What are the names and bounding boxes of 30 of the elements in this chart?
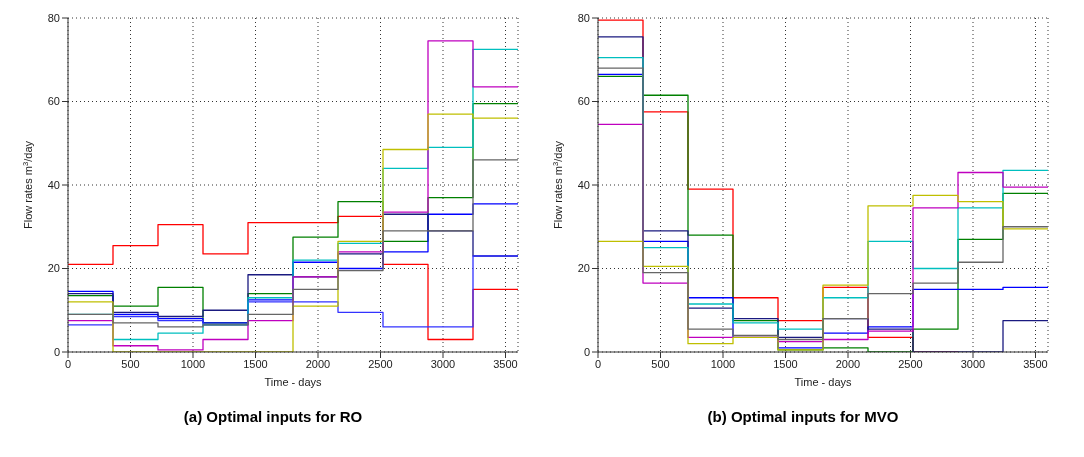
x-tick-label: 2500 bbox=[368, 357, 393, 370]
x-tick-label: 1500 bbox=[773, 357, 798, 370]
x-tick-label: 3500 bbox=[493, 357, 518, 370]
y-tick-label: 20 bbox=[577, 262, 590, 275]
y-tick-label: 20 bbox=[47, 262, 60, 275]
x-tick-label: 2000 bbox=[835, 357, 861, 370]
y-tick-label: 60 bbox=[47, 95, 60, 108]
y-tick-label: 60 bbox=[577, 95, 590, 108]
y-tick-label: 0 bbox=[53, 345, 60, 358]
x-tick-label: 2000 bbox=[305, 357, 331, 370]
y-tick-label: 40 bbox=[577, 178, 590, 191]
x-tick-label: 2500 bbox=[898, 357, 923, 370]
y-tick-label: 80 bbox=[47, 11, 60, 24]
x-axis-title: Time - days bbox=[794, 376, 853, 388]
y-tick-label: 0 bbox=[583, 345, 590, 358]
x-tick-label: 3000 bbox=[430, 357, 456, 370]
text: (b) Optimal inputs for MVO bbox=[706, 408, 900, 425]
x-tick-label: 1500 bbox=[243, 357, 268, 370]
x-tick-label: 500 bbox=[651, 357, 670, 370]
x-tick-label: 500 bbox=[121, 357, 140, 370]
x-tick-label: 0 bbox=[594, 357, 602, 370]
x-tick-label: 3500 bbox=[1023, 357, 1048, 370]
x-tick-label: 0 bbox=[64, 357, 72, 370]
x-tick-label: 1000 bbox=[710, 357, 736, 370]
x-tick-label: 3000 bbox=[960, 357, 986, 370]
y-tick-label: 80 bbox=[577, 11, 590, 24]
text: (a) Optimal inputs for RO bbox=[182, 408, 364, 425]
y-tick-label: 40 bbox=[47, 178, 60, 191]
x-tick-label: 1000 bbox=[180, 357, 206, 370]
x-axis-title: Time - days bbox=[264, 376, 323, 388]
